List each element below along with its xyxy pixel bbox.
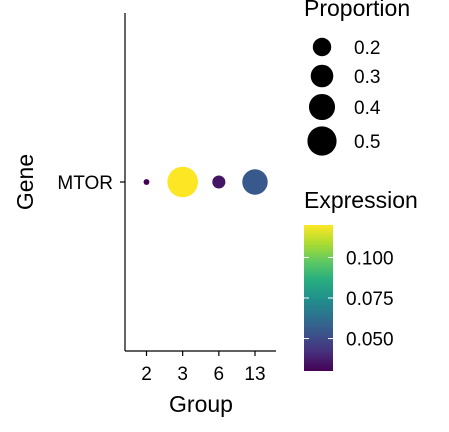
size-legend: Proportion 0.2 0.3 0.4 0.5 xyxy=(304,0,410,156)
color-legend-title: Expression xyxy=(304,187,418,213)
color-legend-label: 0.050 xyxy=(346,330,394,351)
data-point xyxy=(167,166,198,198)
size-legend-key xyxy=(312,37,332,57)
color-legend-label: 0.100 xyxy=(346,248,394,269)
size-legend-label: 0.3 xyxy=(354,67,380,88)
size-legend-key xyxy=(307,126,337,156)
data-point xyxy=(212,175,226,189)
data-points xyxy=(143,166,268,198)
y-axis-title: Gene xyxy=(12,154,38,210)
size-legend-key xyxy=(310,64,334,88)
data-point xyxy=(143,179,150,185)
x-tick-label: 6 xyxy=(214,364,225,385)
size-legend-key xyxy=(308,93,336,121)
size-legend-keys: 0.2 0.3 0.4 0.5 xyxy=(307,37,381,156)
x-axis-ticks: 2 3 6 13 xyxy=(141,351,266,385)
color-legend-keys: 0.100 0.075 0.050 xyxy=(304,248,394,351)
plot-panel: 2 3 6 13 MTOR xyxy=(57,13,276,385)
x-axis-title: Group xyxy=(169,391,233,417)
size-legend-title: Proportion xyxy=(304,0,410,21)
x-tick-label: 3 xyxy=(177,364,188,385)
size-legend-label: 0.5 xyxy=(354,132,380,153)
color-legend: Expression 0.100 0.075 0.050 xyxy=(304,187,418,371)
x-tick-label: 2 xyxy=(141,364,152,385)
data-point xyxy=(242,169,268,195)
y-tick-label: MTOR xyxy=(57,173,113,194)
size-legend-label: 0.2 xyxy=(354,38,380,59)
x-tick-label: 13 xyxy=(244,364,265,385)
y-axis-ticks: MTOR xyxy=(57,173,125,194)
color-legend-label: 0.075 xyxy=(346,289,394,310)
size-legend-label: 0.4 xyxy=(354,98,381,119)
